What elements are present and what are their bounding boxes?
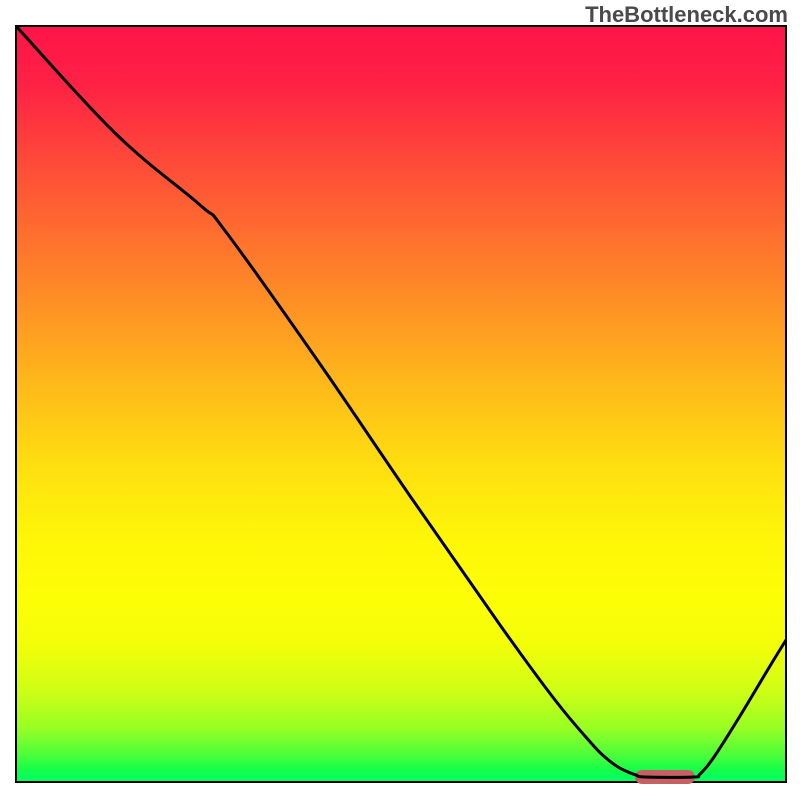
chart-container: TheBottleneck.com: [0, 0, 800, 800]
watermark-text: TheBottleneck.com: [585, 2, 788, 28]
bottleneck-chart: [0, 0, 800, 800]
gradient-background: [16, 26, 786, 782]
